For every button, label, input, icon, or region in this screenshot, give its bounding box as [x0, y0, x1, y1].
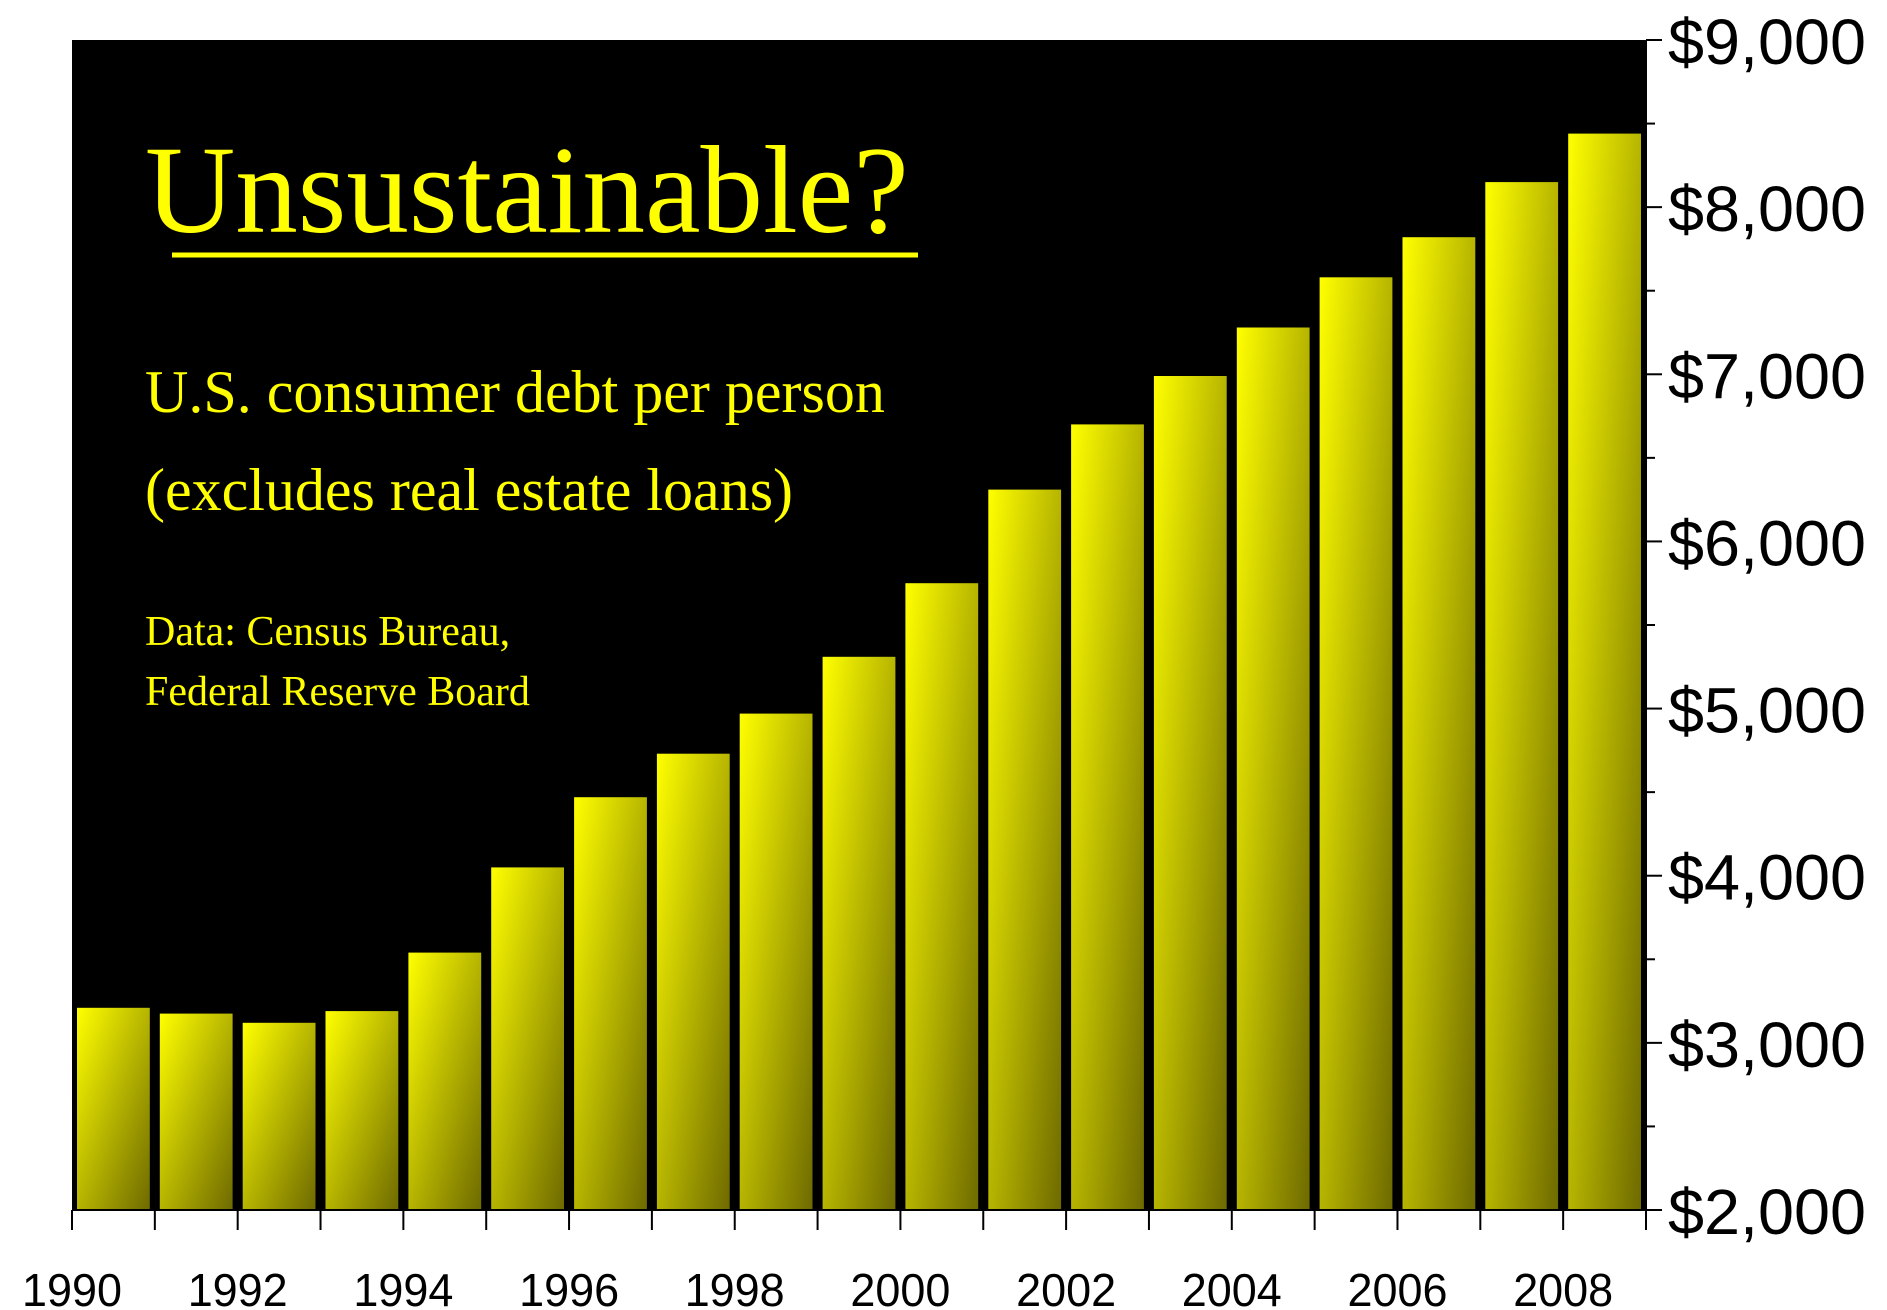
bar-2007 [1485, 182, 1559, 1211]
y-tick-label: $6,000 [1668, 507, 1866, 579]
bar-1990 [77, 1007, 150, 1210]
bar-1999 [822, 656, 896, 1210]
bar-1998 [739, 713, 813, 1210]
bar-2004 [1236, 327, 1310, 1210]
x-tick-label: 2008 [1513, 1264, 1613, 1310]
bar-2002 [1071, 424, 1144, 1210]
axes: $2,000 $3,000 $4,000 $5,000 $6,000 $7,000 $8,0… [22, 6, 1866, 1310]
x-tick-label: 2002 [1016, 1264, 1116, 1310]
x-tick-label: 1990 [22, 1264, 122, 1310]
source-note-line-1: Data: Census Bureau, [145, 609, 510, 655]
y-tick-label: $4,000 [1668, 842, 1866, 914]
bar-2003 [1153, 376, 1227, 1210]
bar-2005 [1319, 277, 1393, 1210]
bar-1991 [159, 1013, 233, 1210]
bar-1993 [325, 1011, 399, 1210]
y-tick-label: $2,000 [1668, 1176, 1866, 1248]
y-tick-label: $7,000 [1668, 340, 1866, 412]
source-note-line-2: Federal Reserve Board [145, 669, 530, 715]
x-tick-label: 2004 [1182, 1264, 1282, 1310]
x-tick-label: 1998 [685, 1264, 785, 1310]
x-tick-label: 1994 [353, 1264, 453, 1310]
bar-1992 [242, 1022, 316, 1210]
chart-title: Unsustainable? [145, 122, 909, 260]
bars [77, 133, 1641, 1211]
bar-2001 [988, 489, 1062, 1211]
bar-2006 [1402, 237, 1476, 1210]
chart-subtitle-line-2: (excludes real estate loans) [145, 457, 793, 523]
y-tick-label: $9,000 [1668, 6, 1866, 78]
x-tick-label: 2006 [1348, 1264, 1448, 1310]
y-tick-label: $8,000 [1668, 173, 1866, 245]
x-tick-label: 2000 [850, 1264, 950, 1310]
bar-1994 [408, 952, 482, 1210]
bar-2000 [905, 583, 979, 1210]
bar-1996 [574, 797, 647, 1210]
bar-1995 [491, 867, 564, 1210]
x-tick-label: 1996 [519, 1264, 619, 1310]
bar-2008 [1568, 133, 1641, 1211]
y-tick-label: $3,000 [1668, 1009, 1866, 1081]
y-tick-label: $5,000 [1668, 675, 1866, 747]
bar-1997 [656, 753, 730, 1210]
x-tick-label: 1992 [188, 1264, 288, 1310]
chart-subtitle-line-1: U.S. consumer debt per person [145, 359, 885, 425]
